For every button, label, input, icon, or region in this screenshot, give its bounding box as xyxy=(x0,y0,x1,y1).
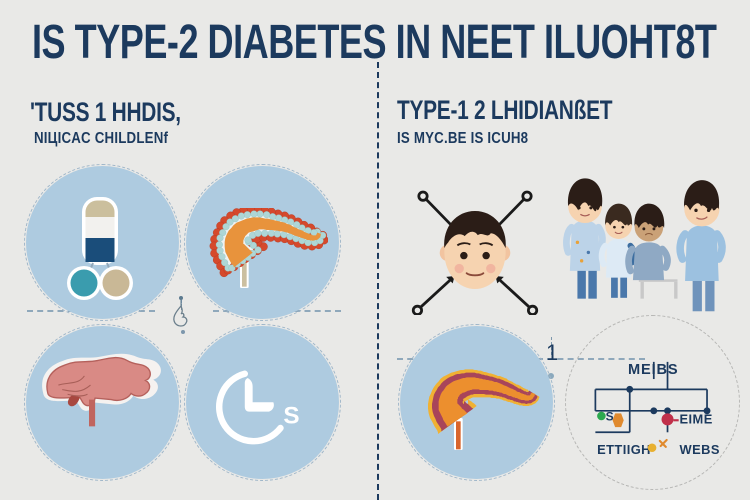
svg-text:S: S xyxy=(606,409,614,423)
svg-text:S: S xyxy=(283,403,299,430)
svg-text:ETTIIGH: ETTIIGH xyxy=(597,442,651,457)
svg-text:EIME: EIME xyxy=(680,412,713,427)
svg-text:MEIBS: MEIBS xyxy=(628,362,679,378)
svg-text:WEBS: WEBS xyxy=(680,442,720,457)
